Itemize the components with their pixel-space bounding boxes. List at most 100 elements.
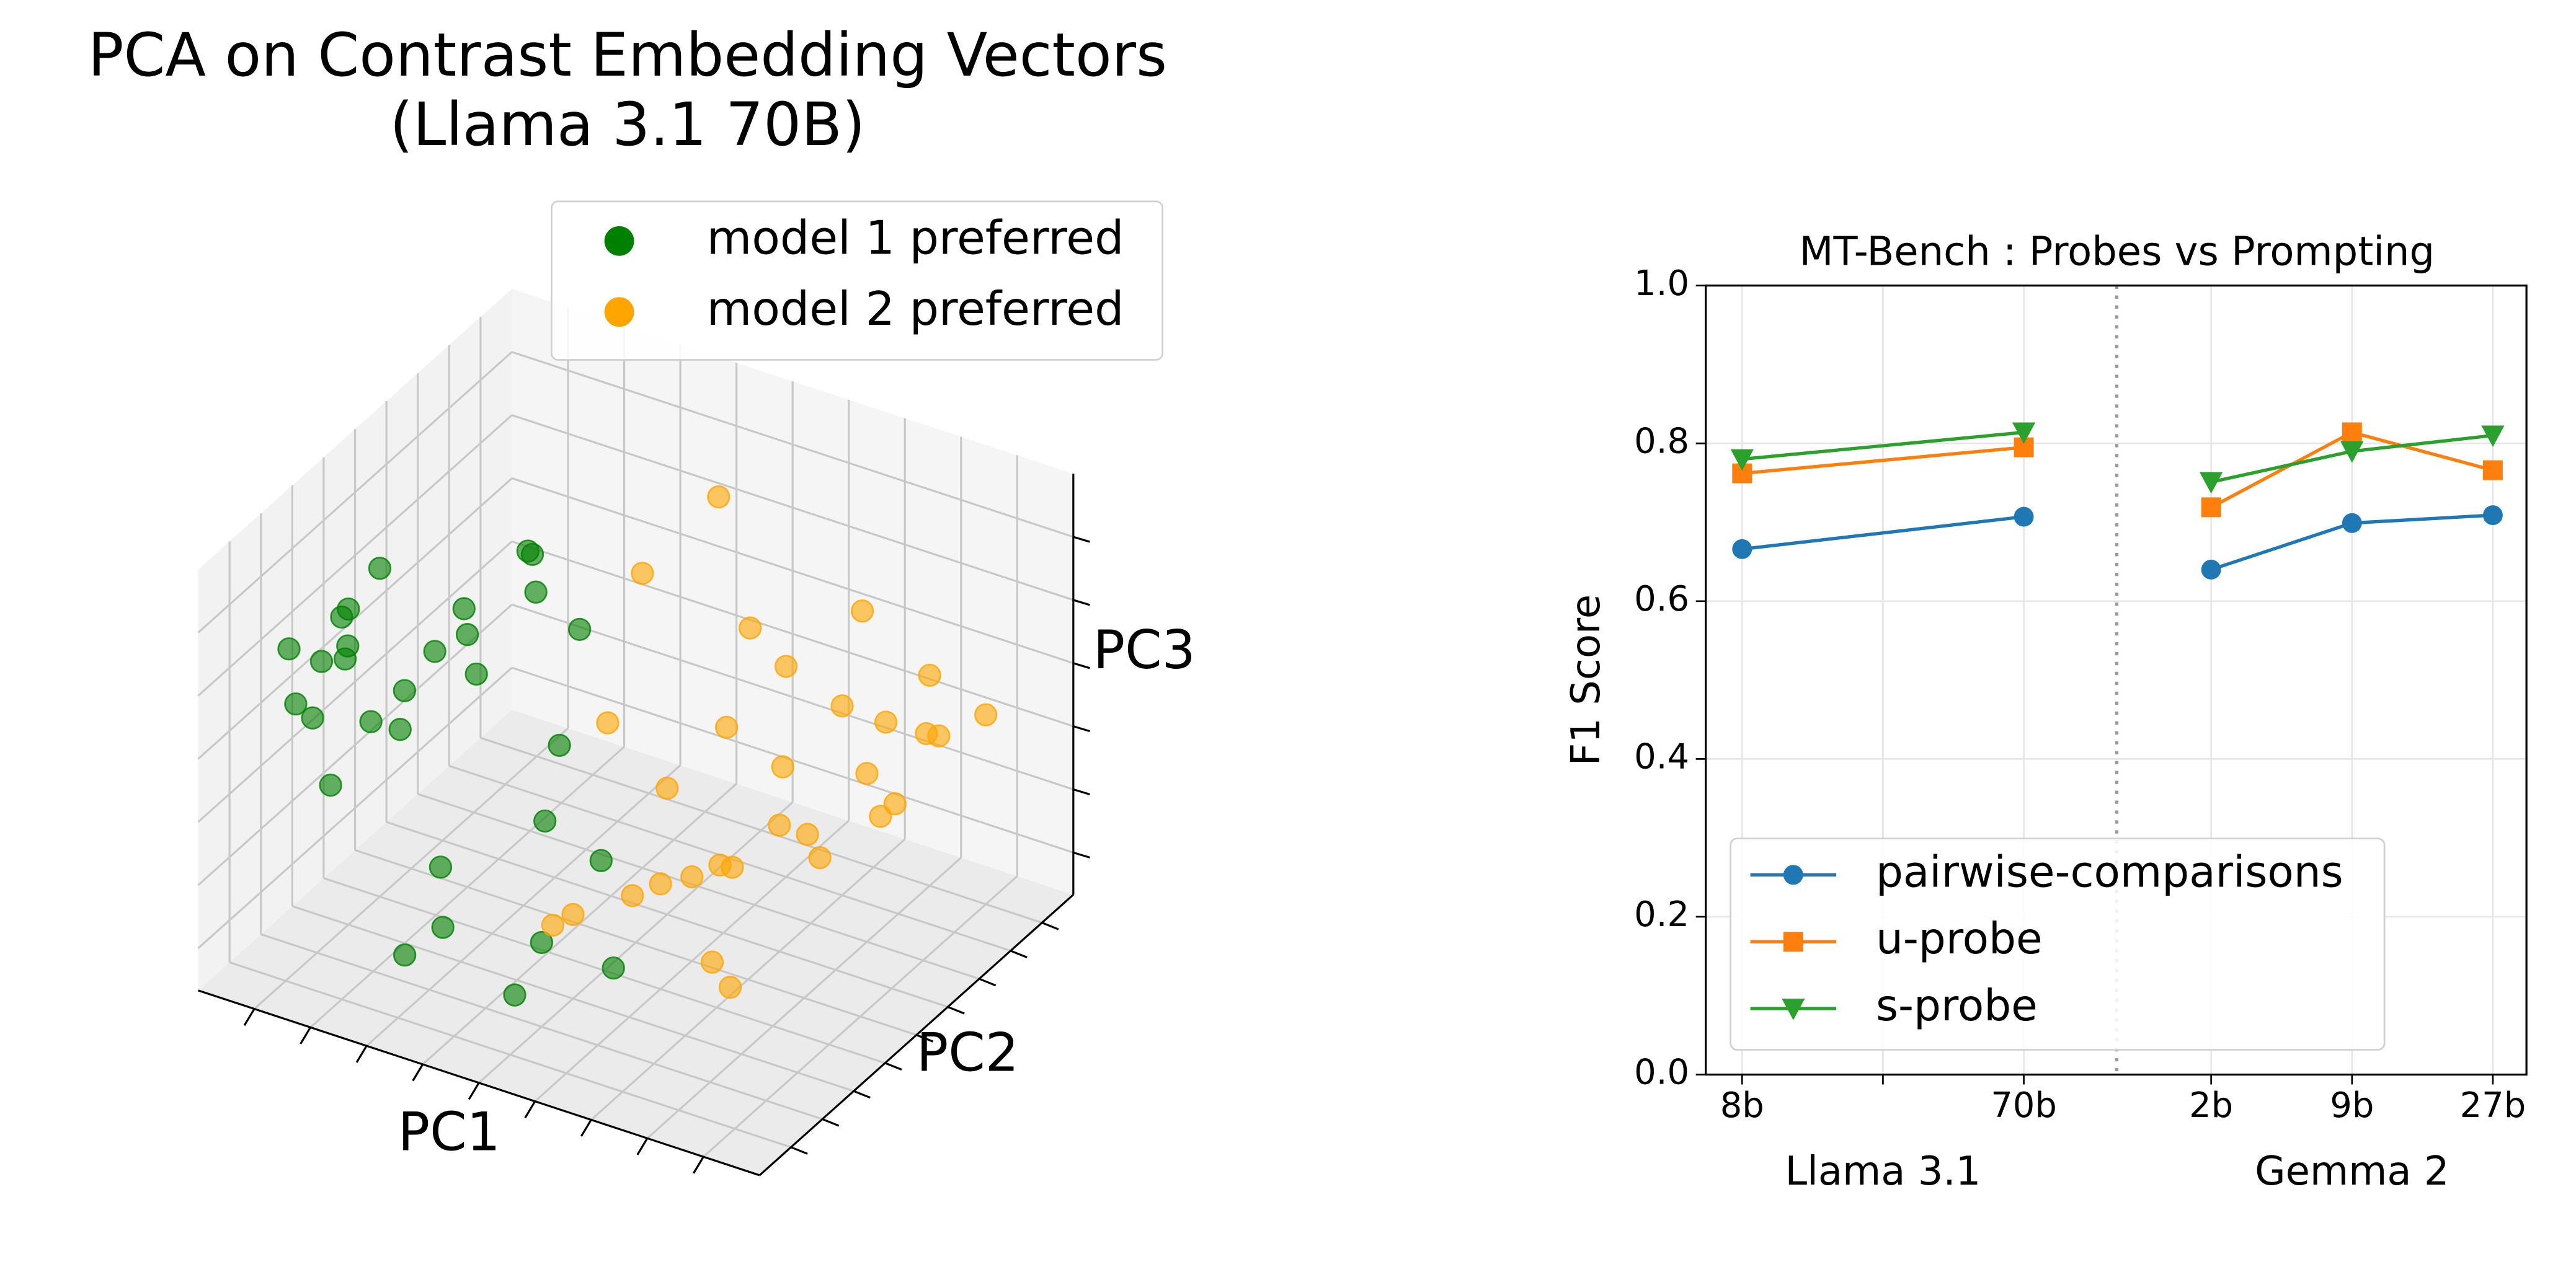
- point: [2201, 559, 2221, 580]
- point: [359, 710, 383, 733]
- point: [739, 616, 762, 640]
- grid-line: [386, 821, 948, 1008]
- point: [596, 711, 620, 735]
- point: [768, 813, 791, 837]
- point: [918, 663, 941, 687]
- y-axis-label: PC2: [917, 1023, 1019, 1084]
- point: [2482, 460, 2503, 480]
- y-tick-label: 0.8: [1634, 421, 1689, 461]
- point: [330, 605, 353, 629]
- legend-marker: [604, 226, 634, 256]
- grid-line: [197, 477, 513, 760]
- point: [423, 640, 446, 663]
- x-tick-mark: [243, 1008, 255, 1026]
- x-tick-mark: [468, 1082, 480, 1100]
- grid-line: [511, 666, 1074, 854]
- point: [974, 703, 998, 727]
- y-axis-line: [758, 894, 1074, 1177]
- point: [883, 792, 907, 816]
- z-tick-mark: [1073, 725, 1090, 733]
- point: [431, 916, 455, 939]
- point: [874, 710, 898, 734]
- legend-label: model 2 preferred: [707, 282, 1124, 336]
- grid-line: [291, 905, 855, 1092]
- y-tick-label: 1.0: [1634, 263, 1689, 304]
- point: [533, 809, 557, 833]
- x-tick-mark: [300, 1027, 311, 1045]
- point: [602, 956, 625, 980]
- legend-label: pairwise-comparisons: [1876, 847, 2343, 897]
- point: [631, 562, 654, 585]
- point: [520, 542, 544, 567]
- grid-line: [197, 351, 513, 634]
- point: [2014, 506, 2034, 527]
- y-tick-mark: [884, 1062, 902, 1071]
- grid-line: [197, 414, 513, 697]
- x-axis-line: [198, 989, 760, 1177]
- z-tick-mark: [1073, 662, 1090, 669]
- point: [850, 599, 874, 623]
- x-tick-mark: [355, 1045, 368, 1063]
- point: [393, 679, 417, 702]
- point: [855, 762, 879, 785]
- point: [2340, 441, 2364, 463]
- point: [429, 855, 453, 879]
- z-tick-mark: [1073, 599, 1090, 606]
- point: [774, 655, 798, 678]
- point: [452, 597, 476, 621]
- point: [368, 557, 392, 580]
- point: [503, 983, 526, 1007]
- point: [541, 913, 565, 937]
- z-tick-mark: [1073, 536, 1090, 543]
- chart-title: PCA on Contrast Embedding Vectors: [88, 20, 1167, 90]
- point: [927, 724, 951, 748]
- point: [548, 733, 571, 757]
- grid-line: [480, 736, 1042, 924]
- x-tick-label: 2b: [2189, 1085, 2233, 1126]
- plot-frame: [1705, 285, 2528, 1076]
- y-tick-label: 0.0: [1634, 1053, 1689, 1093]
- point: [319, 773, 342, 797]
- point: [808, 846, 832, 870]
- point: [655, 776, 679, 800]
- point: [464, 662, 488, 686]
- point: [388, 718, 412, 741]
- chart-title: (Llama 3.1 70B): [389, 90, 865, 159]
- x-tick-mark: [636, 1137, 649, 1155]
- y-tick-label: 0.4: [1634, 737, 1689, 777]
- series-line: [1742, 445, 2024, 475]
- grid-line: [355, 849, 917, 1036]
- point: [455, 622, 479, 647]
- y-tick-mark: [1041, 922, 1059, 930]
- grid-line: [511, 540, 1074, 728]
- group-label: Gemma 2: [2255, 1149, 2449, 1195]
- grid-line: [229, 961, 791, 1149]
- point: [649, 872, 672, 896]
- y-tick-mark: [979, 978, 997, 987]
- grid-line: [511, 603, 1074, 791]
- y-tick-mark: [947, 1005, 965, 1015]
- point: [2482, 505, 2503, 526]
- x-tick-label: 27b: [2460, 1085, 2526, 1126]
- point: [771, 755, 794, 779]
- series-line: [1742, 430, 2024, 461]
- point: [1732, 539, 1752, 559]
- point: [589, 849, 613, 872]
- x-tick-label: 8b: [1720, 1085, 1764, 1126]
- point: [2481, 425, 2505, 448]
- legend-marker: [604, 297, 634, 327]
- point: [284, 692, 308, 716]
- x-tick-mark: [693, 1156, 704, 1174]
- point: [309, 650, 334, 673]
- legend-marker: [1783, 932, 1803, 952]
- point: [568, 617, 592, 641]
- grid-line: [197, 666, 513, 949]
- point: [721, 855, 744, 879]
- point: [2342, 422, 2362, 443]
- z-tick-mark: [1073, 788, 1090, 796]
- legend-label: u-probe: [1876, 914, 2043, 964]
- point: [2201, 497, 2221, 518]
- group-label: Llama 3.1: [1785, 1149, 1981, 1195]
- point: [336, 634, 360, 658]
